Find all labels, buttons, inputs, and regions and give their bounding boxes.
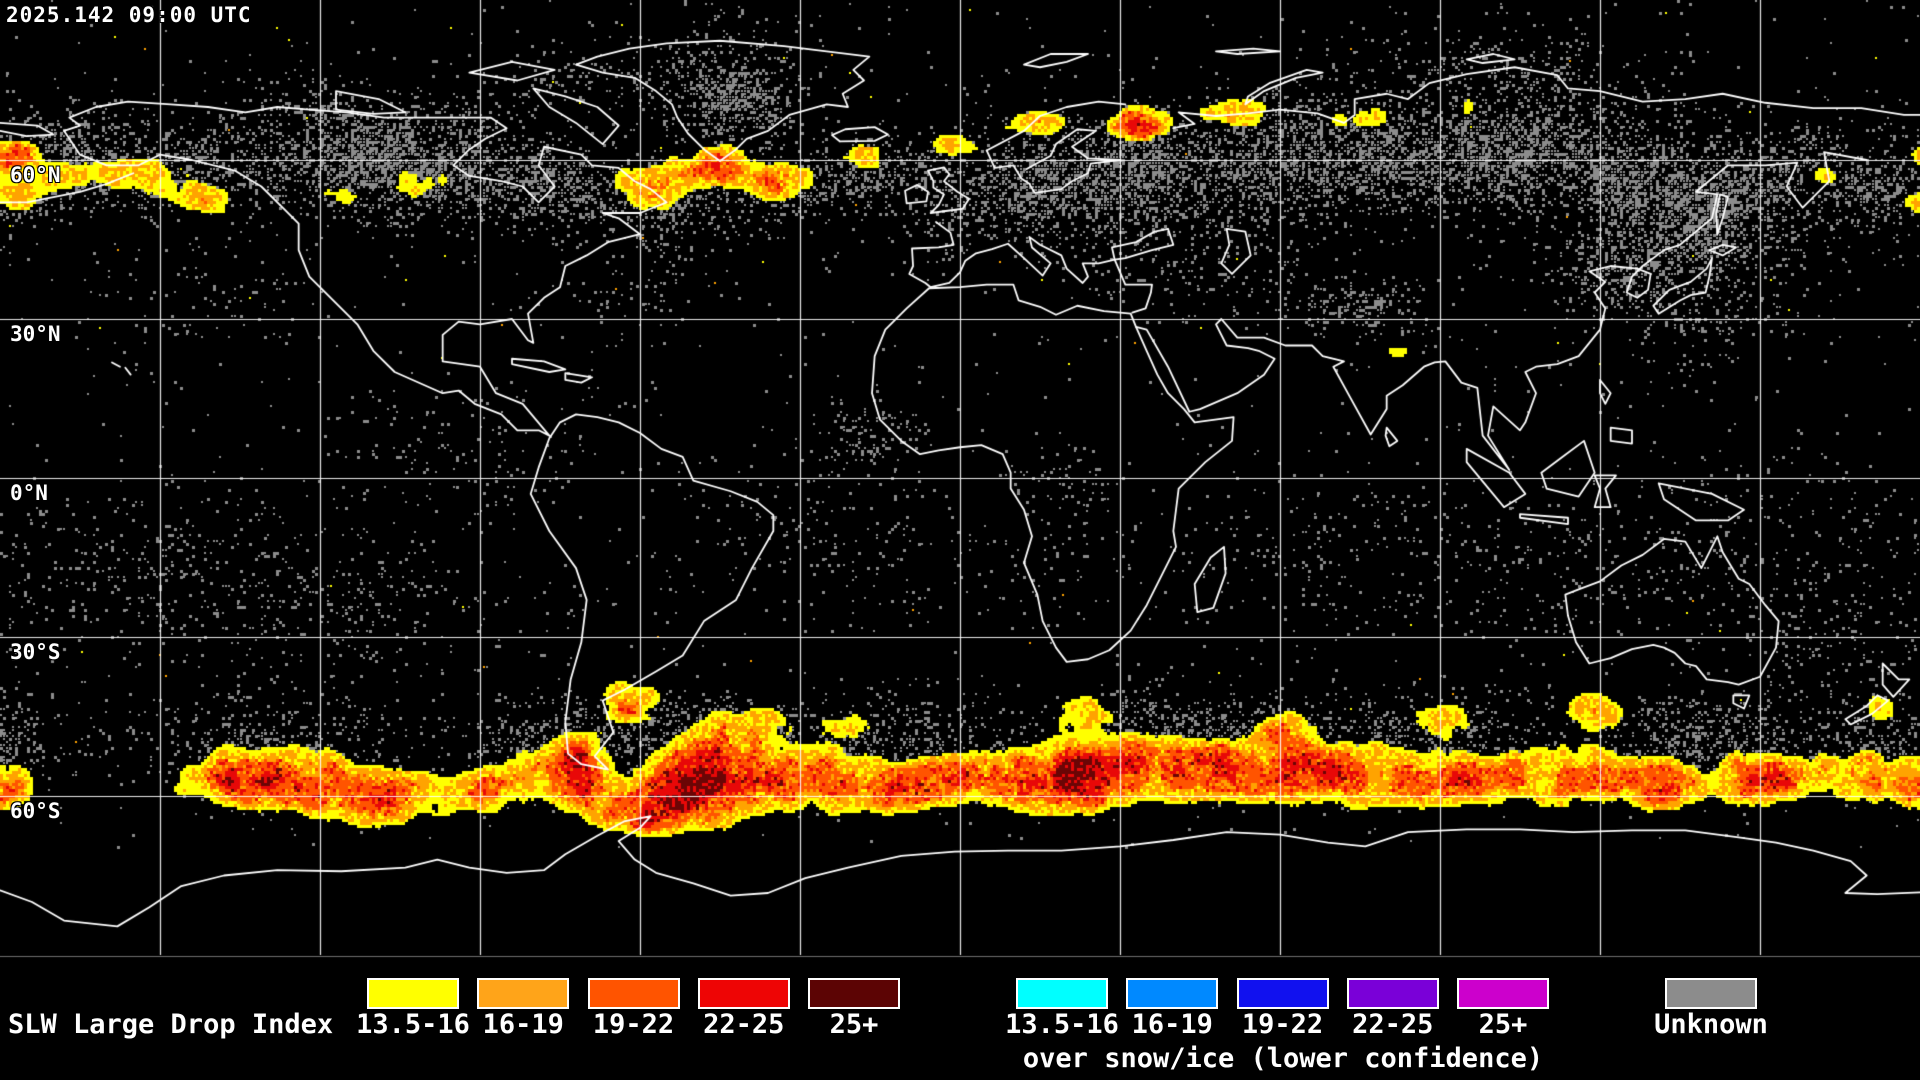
legend-snow-note: over snow/ice (lower confidence) bbox=[1022, 1043, 1544, 1074]
legend-class-label: 22-25 bbox=[1352, 1009, 1434, 1040]
legend-swatch bbox=[1126, 978, 1219, 1009]
lat-label: 30°S bbox=[10, 640, 61, 664]
timestamp: 2025.142 09:00 UTC bbox=[6, 3, 252, 27]
lat-label: 0°N bbox=[10, 481, 48, 505]
legend-class-label: 19-22 bbox=[1241, 1009, 1324, 1040]
legend-class-label: 13.5-16 bbox=[1005, 1009, 1119, 1040]
legend-title: SLW Large Drop Index bbox=[8, 1009, 334, 1040]
legend-class-label: 16-19 bbox=[1131, 1009, 1213, 1040]
legend-swatch bbox=[808, 978, 900, 1009]
legend-class-label: 25+ bbox=[1478, 1009, 1528, 1040]
legend-swatch bbox=[1236, 978, 1329, 1009]
legend-swatch bbox=[697, 978, 790, 1009]
legend-class-label: 16-19 bbox=[482, 1009, 564, 1040]
legend-swatch bbox=[1457, 978, 1549, 1009]
legend-class-label: 25+ bbox=[829, 1009, 879, 1040]
lat-label: 60°S bbox=[10, 799, 61, 823]
lat-label: 30°N bbox=[10, 322, 61, 346]
legend-swatch bbox=[587, 978, 680, 1009]
legend-swatch bbox=[1346, 978, 1439, 1009]
legend-swatch bbox=[1665, 978, 1757, 1009]
lat-label: 60°N bbox=[10, 163, 61, 187]
legend-swatch bbox=[477, 978, 570, 1009]
legend-class-label: Unknown bbox=[1654, 1009, 1768, 1040]
legend-swatch bbox=[367, 978, 459, 1009]
legend-class-label: 13.5-16 bbox=[356, 1009, 470, 1040]
legend-swatch bbox=[1016, 978, 1108, 1009]
legend-class-label: 19-22 bbox=[592, 1009, 675, 1040]
legend-class-label: 22-25 bbox=[703, 1009, 785, 1040]
